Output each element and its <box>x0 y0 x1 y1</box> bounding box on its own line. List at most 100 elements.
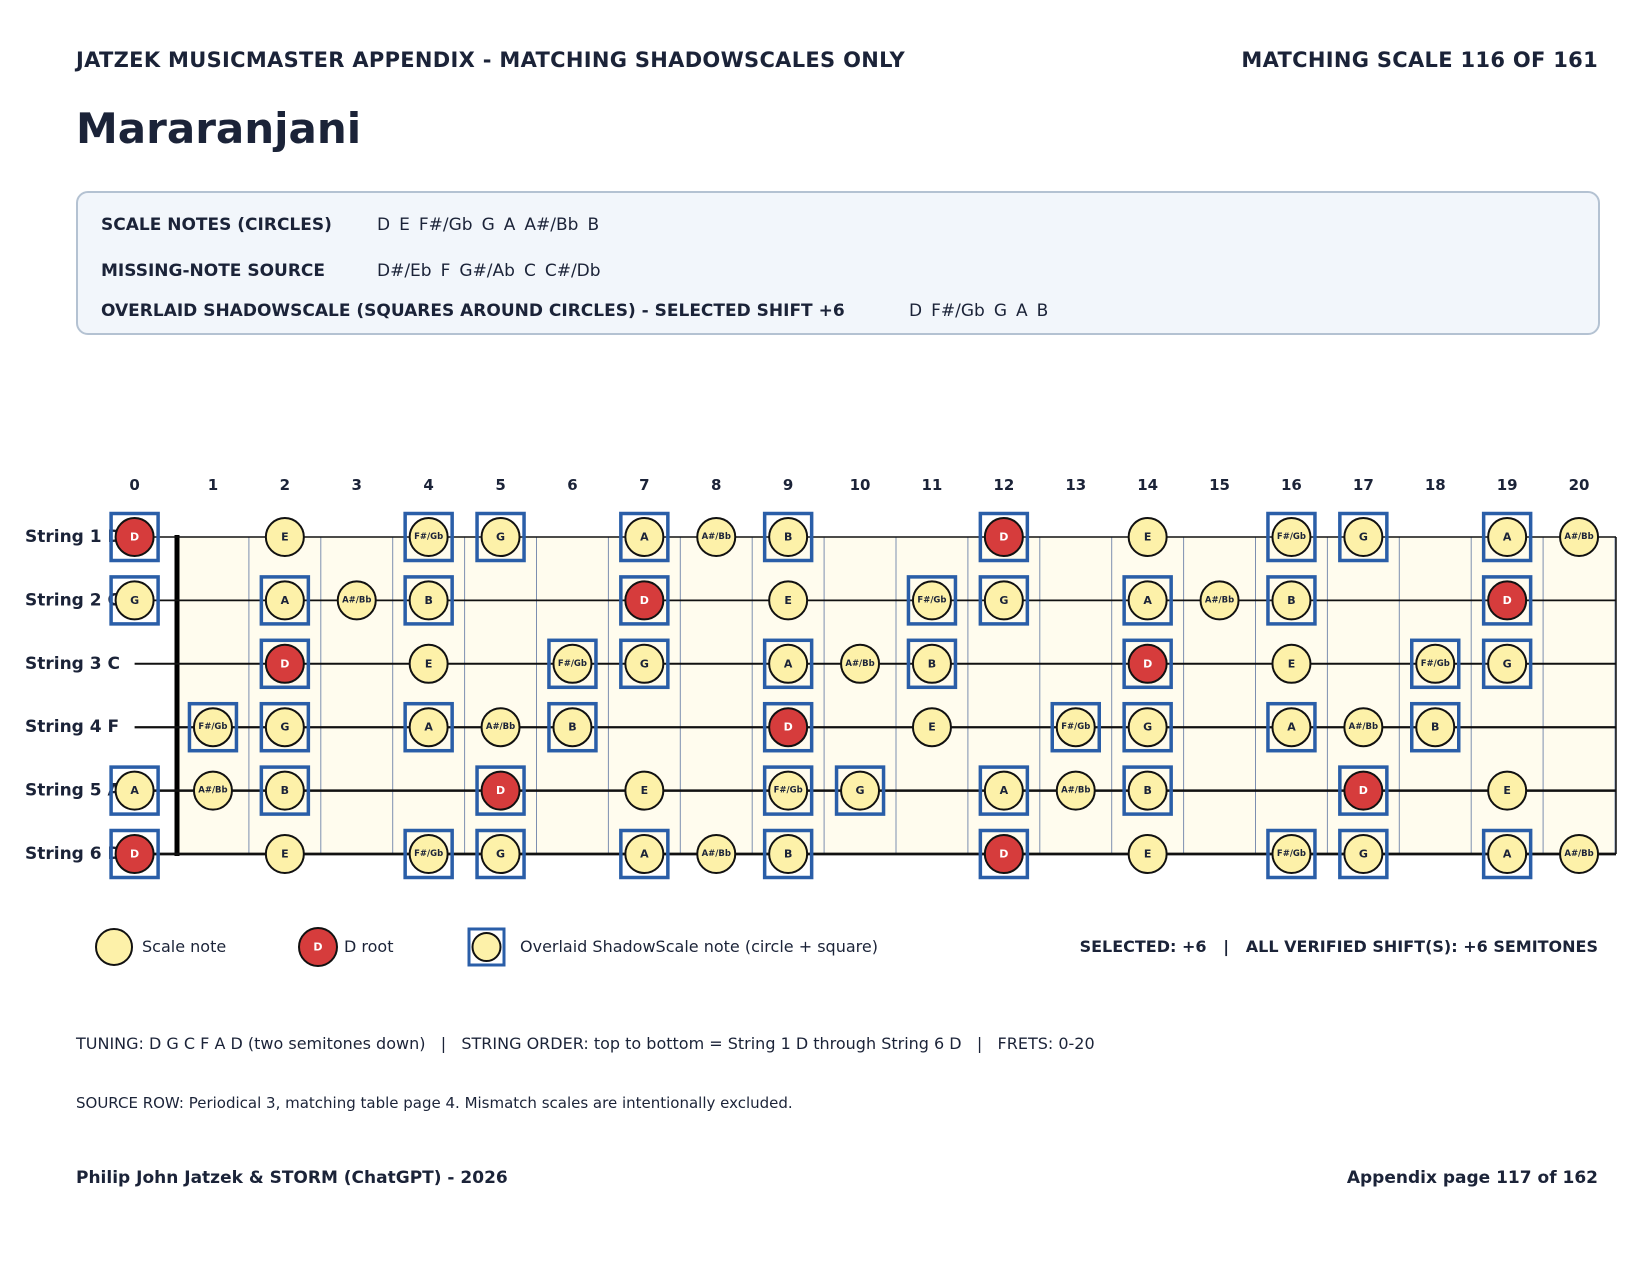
string-label: String 4 F <box>25 717 119 737</box>
shadow-square <box>1122 701 1173 753</box>
header-left: JATZEK MUSICMASTER APPENDIX - MATCHING S… <box>76 48 906 72</box>
note-label: A <box>281 594 290 607</box>
fret-number: 15 <box>1209 476 1230 494</box>
note-label: B <box>784 848 792 861</box>
note-name: D#/Eb <box>377 261 432 281</box>
note-circle <box>624 643 665 684</box>
note-name: C <box>523 261 536 281</box>
shadow-square <box>1266 575 1317 626</box>
note-circle <box>1055 770 1096 811</box>
fret-number: 9 <box>783 476 793 494</box>
note-label: A <box>1000 784 1009 797</box>
note-name: F <box>440 261 451 281</box>
footer-author: Philip John Jatzek & STORM (ChatGPT) - 2… <box>76 1168 508 1188</box>
note-circle <box>840 770 881 811</box>
note-circle <box>264 580 305 621</box>
note-label: A#/Bb <box>1564 532 1593 542</box>
fret-number: 17 <box>1353 476 1374 494</box>
fret-number: 13 <box>1065 476 1086 494</box>
shadow-square <box>187 701 239 753</box>
note-name: G <box>993 301 1007 321</box>
note-label: E <box>1144 848 1152 861</box>
legend-selected: SELECTED: +6 | ALL VERIFIED SHIFT(S): +6… <box>1079 937 1598 956</box>
note-circle <box>192 707 233 748</box>
fret-number: 7 <box>639 476 649 494</box>
shadow-square <box>475 765 526 816</box>
note-label: F#/Gb <box>558 659 587 669</box>
string-label: String 3 C <box>25 654 120 674</box>
note-circle <box>1271 707 1312 748</box>
note-circle <box>264 834 305 874</box>
fret-number: 20 <box>1569 476 1590 494</box>
shadow-square <box>259 638 311 690</box>
note-name: G#/Ab <box>459 261 515 281</box>
note-circle <box>114 834 155 874</box>
info-label: MISSING-NOTE SOURCE <box>101 261 326 281</box>
note-label: A#/Bb <box>702 849 731 859</box>
note-circle <box>264 770 305 811</box>
fret-number: 19 <box>1497 476 1518 494</box>
note-label: A#/Bb <box>1061 786 1090 796</box>
note-label: D <box>1143 657 1152 670</box>
shadow-square <box>259 701 311 753</box>
note-circle <box>1271 580 1312 621</box>
note-circle <box>264 707 305 748</box>
note-label: A#/Bb <box>702 532 731 542</box>
note-circle <box>696 834 737 874</box>
shadow-square <box>1481 828 1533 880</box>
note-circle <box>1127 517 1168 557</box>
note-label: E <box>641 784 649 797</box>
fret-number: 8 <box>711 476 721 494</box>
note-circle <box>480 770 521 811</box>
scale-title: Mararanjani <box>76 104 362 153</box>
shadow-square <box>1122 638 1173 690</box>
shadow-square <box>1410 701 1461 753</box>
note-label: F#/Gb <box>1277 849 1306 859</box>
shadow-square <box>1266 701 1317 753</box>
shadow-square <box>1481 575 1533 626</box>
note-circle <box>768 707 809 748</box>
note-circle <box>624 834 665 874</box>
shadow-square <box>834 765 886 816</box>
note-circle <box>1127 707 1168 748</box>
fret-number: 5 <box>495 476 505 494</box>
note-label: E <box>1288 657 1296 670</box>
note-circle <box>983 834 1024 874</box>
note-label: G <box>280 721 289 734</box>
note-label: G <box>1503 657 1512 670</box>
note-label: D <box>784 721 793 734</box>
shadow-square <box>1338 511 1389 563</box>
note-circle <box>983 517 1024 557</box>
note-circle <box>480 834 521 874</box>
shadow-square <box>259 765 311 816</box>
legend-circle <box>95 928 133 966</box>
note-circle <box>552 643 593 684</box>
note-name: F#/Gb <box>931 301 985 321</box>
note-label: B <box>928 657 936 670</box>
legend-square <box>467 927 506 967</box>
fret-number: 3 <box>352 476 362 494</box>
note-circle <box>1559 834 1600 874</box>
note-label: E <box>425 657 433 670</box>
string-label: String 6 D <box>25 844 122 864</box>
shadow-square <box>906 575 958 626</box>
shadow-square <box>762 638 814 690</box>
note-label: F#/Gb <box>1061 722 1090 732</box>
note-circle <box>1127 834 1168 874</box>
note-circle <box>1343 770 1384 811</box>
note-circle <box>114 770 155 811</box>
note-label: F#/Gb <box>1277 532 1306 542</box>
note-circle <box>1487 834 1528 874</box>
note-circle <box>1343 707 1384 748</box>
shadow-square <box>978 511 1030 563</box>
shadow-square <box>762 511 814 563</box>
note-label: G <box>640 657 649 670</box>
shadow-square <box>619 638 670 690</box>
shadow-square <box>475 511 526 563</box>
note-label: A#/Bb <box>1349 722 1378 732</box>
fret-number: 12 <box>993 476 1014 494</box>
note-circle <box>768 580 809 621</box>
shadow-square <box>403 701 454 753</box>
note-label: F#/Gb <box>774 786 803 796</box>
